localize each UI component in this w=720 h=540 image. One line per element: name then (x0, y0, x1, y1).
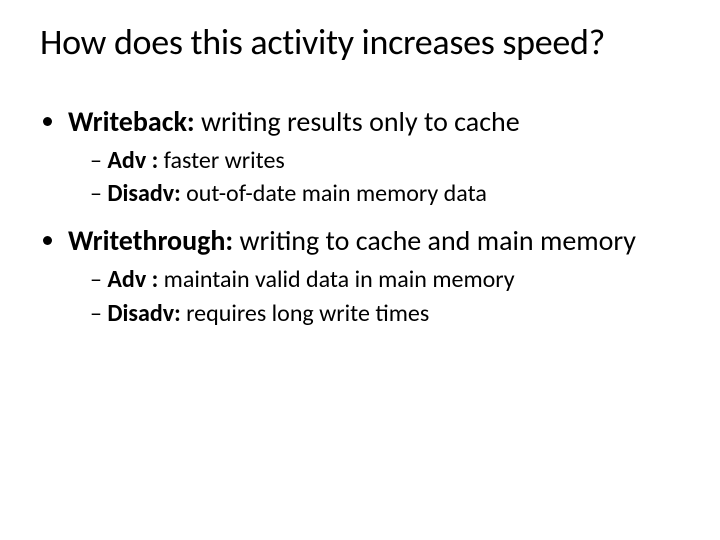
bullet-label: Writeback: (68, 104, 195, 139)
sub-label: Adv : (107, 265, 158, 294)
bullet-label: Writethrough: (68, 223, 233, 258)
bullet-item: Writeback: writing results only to cache… (68, 104, 680, 209)
sub-item: Disadv: out-of-date main memory data (90, 178, 680, 209)
bullet-text: writing results only to cache (195, 104, 520, 139)
sub-text: faster writes (158, 146, 285, 175)
sub-list: Adv : maintain valid data in main memory… (68, 264, 680, 328)
sub-label: Disadv: (107, 299, 180, 328)
sub-list: Adv : faster writes Disadv: out-of-date … (68, 145, 680, 209)
slide-title: How does this activity increases speed? (40, 20, 680, 64)
sub-text: out-of-date main memory data (181, 179, 487, 208)
bullet-item: Writethrough: writing to cache and main … (68, 223, 680, 328)
sub-label: Disadv: (107, 179, 180, 208)
sub-label: Adv : (107, 146, 158, 175)
sub-text: maintain valid data in main memory (158, 265, 514, 294)
sub-item: Adv : maintain valid data in main memory (90, 264, 680, 295)
bullet-list: Writeback: writing results only to cache… (40, 104, 680, 329)
bullet-text: writing to cache and main memory (233, 223, 636, 258)
slide: How does this activity increases speed? … (0, 0, 720, 540)
sub-item: Adv : faster writes (90, 145, 680, 176)
sub-item: Disadv: requires long write times (90, 298, 680, 329)
sub-text: requires long write times (181, 299, 430, 328)
